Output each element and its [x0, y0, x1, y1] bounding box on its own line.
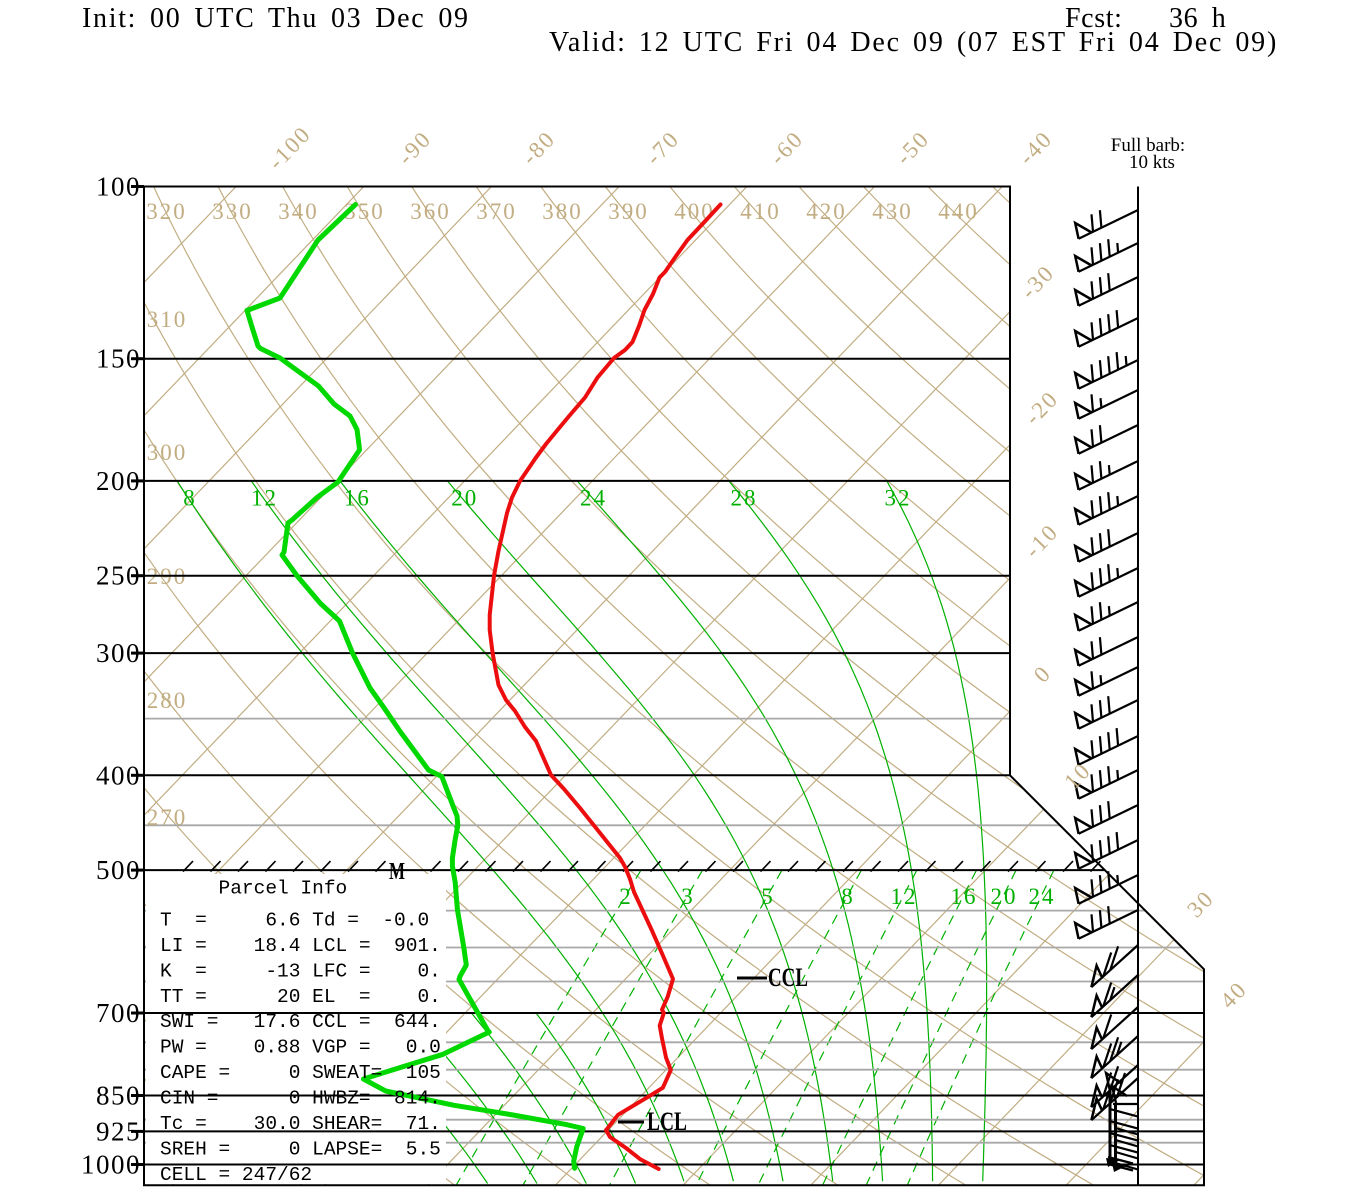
- svg-text:32: 32: [885, 486, 912, 511]
- svg-text:16: 16: [951, 884, 978, 909]
- svg-text:LI = 18.4 LCL = 901.: LI = 18.4 LCL = 901.: [160, 935, 441, 957]
- svg-text:SWI = 17.6 CCL = 644.: SWI = 17.6 CCL = 644.: [160, 1011, 441, 1033]
- svg-text:400: 400: [96, 760, 141, 790]
- svg-text:Tc = 30.0 SHEAR= 71.: Tc = 30.0 SHEAR= 71.: [160, 1113, 441, 1135]
- svg-text:Fcst:: Fcst:: [1065, 3, 1122, 34]
- svg-text:1000: 1000: [81, 1150, 141, 1180]
- svg-text:CCL: CCL: [768, 963, 808, 992]
- svg-text:28: 28: [731, 486, 758, 511]
- svg-text:360: 360: [410, 199, 451, 224]
- svg-text:SREH = 0 LAPSE= 5.5: SREH = 0 LAPSE= 5.5: [160, 1139, 441, 1161]
- svg-text:500: 500: [96, 855, 141, 885]
- svg-text:440: 440: [938, 199, 979, 224]
- svg-text:12: 12: [251, 486, 278, 511]
- svg-text:3: 3: [681, 884, 695, 909]
- svg-text:Init: 00 UTC Thu 03 Dec 09: Init: 00 UTC Thu 03 Dec 09: [82, 3, 470, 34]
- svg-text:20: 20: [451, 486, 478, 511]
- svg-text:200: 200: [96, 466, 141, 496]
- svg-text:150: 150: [96, 344, 141, 374]
- svg-text:410: 410: [740, 199, 781, 224]
- svg-text:24: 24: [580, 486, 607, 511]
- svg-text:12: 12: [891, 884, 918, 909]
- svg-text:430: 430: [872, 199, 913, 224]
- svg-text:T = 6.6 Td = -0.0: T = 6.6 Td = -0.0: [160, 909, 429, 931]
- svg-text:320: 320: [146, 199, 187, 224]
- svg-text:340: 340: [278, 199, 319, 224]
- svg-text:24: 24: [1029, 884, 1056, 909]
- svg-text:CAPE = 0 SWEAT= 105: CAPE = 0 SWEAT= 105: [160, 1062, 441, 1084]
- svg-text:5: 5: [761, 884, 775, 909]
- svg-text:420: 420: [806, 199, 847, 224]
- svg-text:850: 850: [96, 1081, 141, 1111]
- svg-text:300: 300: [147, 440, 188, 465]
- svg-text:390: 390: [608, 199, 649, 224]
- svg-text:8: 8: [841, 884, 855, 909]
- svg-text:K = -13 LFC = 0.: K = -13 LFC = 0.: [160, 960, 441, 982]
- svg-text:2: 2: [619, 884, 633, 909]
- svg-text:8: 8: [183, 486, 197, 511]
- svg-text:10 kts: 10 kts: [1129, 152, 1175, 173]
- svg-text:380: 380: [542, 199, 583, 224]
- svg-text:Full barb:: Full barb:: [1111, 135, 1185, 156]
- svg-text:TT = 20 EL = 0.: TT = 20 EL = 0.: [160, 986, 441, 1008]
- svg-text:280: 280: [147, 688, 188, 713]
- svg-text:M: M: [389, 859, 405, 885]
- svg-text:700: 700: [96, 998, 141, 1028]
- svg-text:Valid: 12 UTC Fri 04 Dec 09 (0: Valid: 12 UTC Fri 04 Dec 09 (07 EST Fri …: [549, 27, 1278, 58]
- svg-text:100: 100: [96, 172, 141, 202]
- svg-text:CELL = 247/62: CELL = 247/62: [160, 1164, 312, 1186]
- svg-text:16: 16: [344, 486, 371, 511]
- svg-text:270: 270: [147, 805, 188, 830]
- svg-text:250: 250: [96, 561, 141, 591]
- svg-text:310: 310: [147, 307, 188, 332]
- svg-text:LCL: LCL: [647, 1107, 687, 1136]
- svg-text:36 h: 36 h: [1169, 3, 1226, 34]
- svg-text:370: 370: [476, 199, 517, 224]
- svg-text:PW = 0.88 VGP = 0.0: PW = 0.88 VGP = 0.0: [160, 1037, 441, 1059]
- svg-text:300: 300: [96, 638, 141, 668]
- svg-text:925: 925: [96, 1116, 141, 1146]
- svg-text:Parcel Info: Parcel Info: [160, 878, 347, 900]
- svg-text:20: 20: [991, 884, 1018, 909]
- svg-text:330: 330: [212, 199, 253, 224]
- svg-text:CIN = 0 HWBZ= 814.: CIN = 0 HWBZ= 814.: [160, 1088, 441, 1110]
